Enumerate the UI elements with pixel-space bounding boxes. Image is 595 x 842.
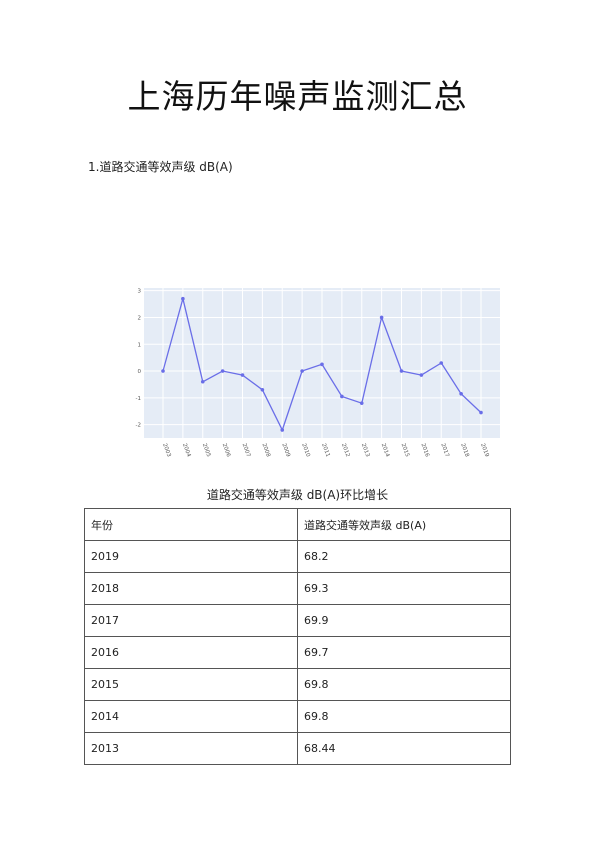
cell-year: 2013	[84, 732, 298, 765]
cell-value: 68.2	[297, 540, 511, 573]
cell-value: 68.44	[297, 732, 511, 765]
data-point	[200, 379, 205, 384]
cell-year: 2016	[84, 636, 298, 669]
x-tick-label: 2013	[360, 443, 371, 459]
x-tick-label: 2007	[241, 443, 252, 459]
section-heading: 1.道路交通等效声级 dB(A)	[88, 160, 233, 174]
data-point	[220, 369, 225, 373]
data-point	[479, 410, 483, 415]
table-row: 2018 69.3	[84, 572, 511, 605]
x-tick-label: 2005	[201, 443, 212, 459]
data-point	[320, 362, 324, 367]
data-point	[260, 387, 265, 392]
cell-value: 69.9	[297, 604, 511, 637]
x-tick-label: 2012	[340, 443, 350, 458]
x-tick-label: 2006	[221, 443, 232, 459]
y-tick-label: 3	[138, 289, 142, 295]
table-row: 2016 69.7	[84, 636, 511, 669]
x-tick-label: 2017	[439, 443, 450, 459]
table-header-row: 年份 道路交通等效声级 dB(A)	[84, 508, 511, 541]
header-noise-level: 道路交通等效声级 dB(A)	[297, 508, 511, 541]
cell-year: 2015	[84, 668, 298, 701]
cell-value: 69.3	[297, 572, 511, 605]
table-row: 2014 69.8	[84, 700, 511, 733]
cell-year: 2019	[84, 540, 298, 573]
chart-svg: 3 2 1 0 -1 -2 2003 2004 2005 2006 2007 2008 2009 2010…	[136, 288, 500, 459]
x-tick-label: 2015	[400, 443, 411, 459]
table-row: 2019 68.2	[84, 540, 511, 573]
y-tick-label: 1	[138, 342, 142, 348]
data-point	[439, 361, 444, 365]
cell-year: 2014	[84, 700, 298, 733]
x-tick-label: 2003	[161, 443, 172, 459]
cell-value: 69.7	[297, 636, 511, 669]
data-point	[181, 296, 185, 301]
data-table: 年份 道路交通等效声级 dB(A) 2019 68.2 2018 69.3 20…	[84, 508, 511, 765]
data-point	[280, 428, 285, 432]
x-tick-label: 2008	[260, 443, 271, 459]
page-title: 上海历年噪声监测汇总	[127, 77, 468, 116]
y-tick-label: -1	[136, 396, 141, 402]
data-point	[340, 394, 344, 399]
cell-value: 69.8	[297, 700, 511, 733]
data-point	[399, 369, 404, 373]
y-tick-label: 2	[138, 315, 142, 321]
x-tick-label: 2009	[280, 443, 291, 459]
data-point	[240, 373, 245, 377]
table-row: 2017 69.9	[84, 604, 511, 637]
header-year: 年份	[84, 508, 298, 541]
data-point	[161, 369, 165, 373]
y-tick-label: -2	[136, 423, 141, 429]
x-tick-label: 2018	[459, 443, 470, 459]
chart-caption: 道路交通等效声级 dB(A)环比增长	[206, 488, 389, 502]
cell-year: 2018	[84, 572, 298, 605]
cell-value: 69.8	[297, 668, 511, 701]
x-tick-label: 2019	[479, 443, 490, 459]
data-point	[419, 373, 424, 377]
x-tick-label: 2011	[320, 443, 330, 458]
table-row: 2015 69.8	[84, 668, 511, 701]
data-point	[300, 369, 304, 373]
data-point	[379, 315, 384, 320]
line-chart: 3 2 1 0 -1 -2 2003 2004 2005 2006 2007 2008 2009 2010…	[130, 284, 505, 464]
cell-year: 2017	[84, 604, 298, 637]
x-tick-label: 2014	[380, 443, 391, 459]
data-point	[359, 401, 364, 405]
x-tick-label: 2010	[300, 443, 311, 459]
x-tick-label: 2004	[181, 443, 192, 459]
table-row: 2013 68.44	[84, 732, 511, 765]
data-point	[459, 392, 463, 396]
x-tick-label: 2016	[419, 443, 430, 459]
y-tick-label: 0	[138, 369, 142, 375]
